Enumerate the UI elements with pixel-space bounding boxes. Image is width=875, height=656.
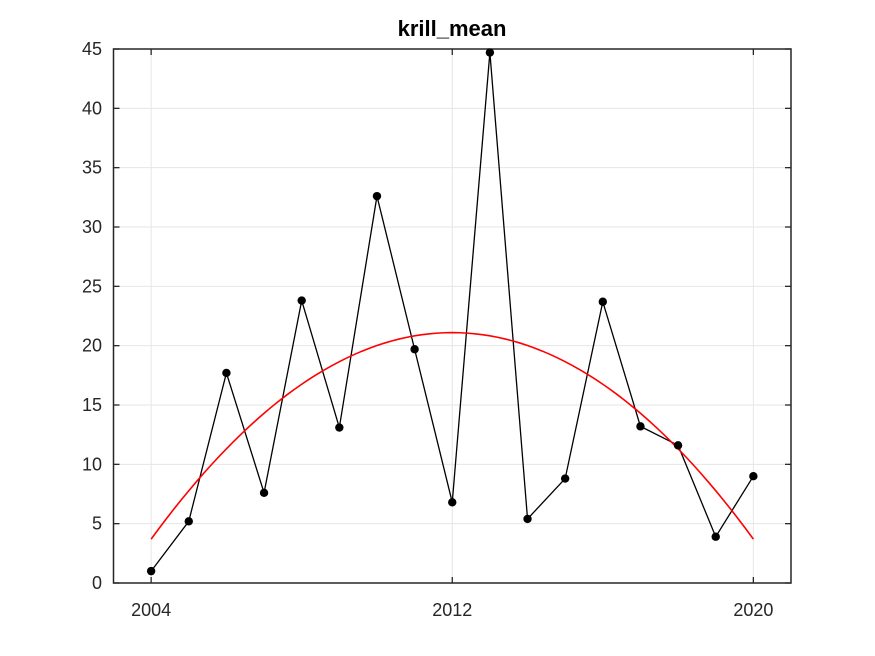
data-point-marker [485,48,495,57]
data-point-marker [372,191,382,201]
y-tick-label: 25 [82,276,102,296]
data-point-marker [636,422,645,431]
x-tick-label: 2020 [733,600,773,620]
y-tick-label: 5 [92,514,102,534]
y-tick-label: 20 [82,336,102,356]
data-point-marker [297,296,306,305]
y-tick-label: 40 [82,98,102,118]
data-point-marker [146,566,156,576]
data-point-marker [749,472,758,481]
data-point-marker [448,498,457,507]
data-point-marker [711,532,720,541]
data-point-marker [560,474,570,483]
data-point-marker [598,297,608,306]
data-point-marker [222,368,231,378]
y-tick-label: 35 [82,158,102,178]
data-point-marker [184,517,193,526]
data-point-marker [335,423,344,432]
data-point-marker [410,345,419,354]
x-tick-label: 2004 [131,600,171,620]
y-tick-label: 30 [82,217,102,237]
x-tick-label: 2012 [432,600,472,620]
trend-curve [150,331,755,540]
y-tick-label: 45 [82,39,102,59]
y-tick-label: 15 [82,395,102,415]
data-point-marker [523,514,532,524]
data-point-marker [259,488,269,498]
chart-title: krill_mean [397,16,507,41]
data-point-marker [673,441,683,450]
y-tick-label: 0 [92,573,102,593]
y-tick-label: 10 [82,454,102,474]
